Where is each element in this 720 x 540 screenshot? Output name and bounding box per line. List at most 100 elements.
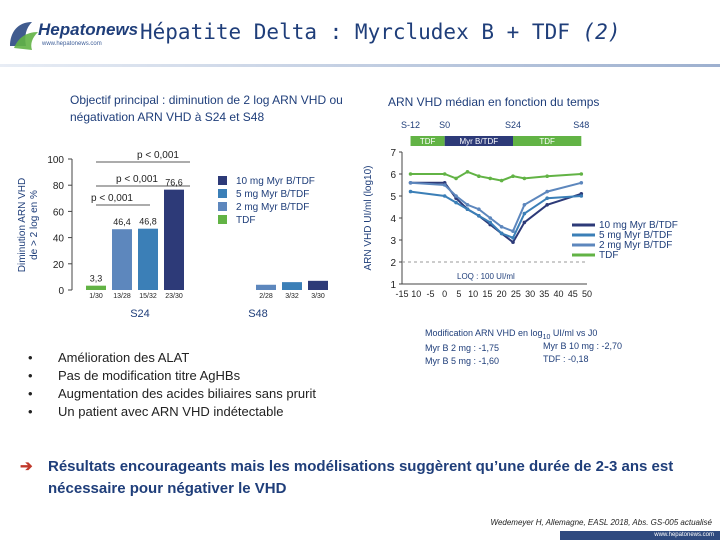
y-tick-label: 2: [390, 258, 396, 269]
legend-label: 2 mg Myr B/TDF: [236, 202, 309, 213]
series-point: [499, 225, 504, 229]
x-tick-label: 50: [582, 289, 592, 299]
bar-n-label: 3/32: [285, 293, 299, 300]
phase-bar-0: [410, 136, 445, 146]
modification-title: Modification ARN VHD en log10 UI/ml vs J…: [425, 328, 598, 341]
group-label-s24: S24: [130, 308, 150, 320]
bar-s24-0: [86, 285, 106, 290]
series-line-1: [410, 190, 582, 240]
series-point: [408, 181, 413, 185]
bar-s48-2: [282, 282, 302, 290]
y-tick-label: 4: [390, 214, 396, 225]
y-tick-label: 7: [390, 148, 396, 159]
right-chart-heading: ARN VHD médian en fonction du temps: [388, 95, 600, 109]
series-line-2: [410, 181, 582, 233]
list-item: Un patient avec ARN VHD indétectable: [28, 403, 316, 421]
series-point: [454, 176, 458, 181]
y-tick-label: 1: [390, 280, 396, 291]
legend-swatch: [218, 202, 227, 211]
bar-value-label: 46,4: [113, 217, 131, 227]
series-point: [488, 220, 493, 225]
series-point: [454, 200, 458, 205]
series-point: [545, 174, 549, 178]
phase-label: TDF: [420, 137, 436, 146]
phase-bar-2: [513, 136, 582, 146]
p-value-label: p < 0,001: [91, 193, 133, 204]
bar-s24-2: [138, 228, 158, 290]
legend-swatch: [218, 189, 227, 198]
series-line-0: [410, 181, 582, 244]
list-item: Pas de modification titre AgHBs: [28, 367, 316, 385]
legend-label: 5 mg Myr B/TDF: [599, 230, 672, 241]
logo-mark-icon: [10, 22, 38, 50]
legend-label: TDF: [599, 250, 618, 261]
bar-n-label: 15/32: [139, 293, 157, 300]
y-tick-label: 20: [53, 260, 65, 271]
y-tick-label: 100: [47, 155, 64, 166]
x-tick-label: 10: [468, 289, 478, 299]
series-point: [545, 189, 549, 194]
p-value-label: p < 0,001: [116, 174, 158, 185]
legend-label: 10 mg Myr B/TDF: [236, 176, 315, 187]
series-point: [442, 194, 447, 198]
series-point: [408, 189, 413, 194]
modification-item-10mg: Myr B 10 mg : -2,70: [543, 341, 623, 351]
x-tick-label: 15: [482, 289, 492, 299]
bar-n-label: 3/30: [311, 293, 325, 300]
y-tick-label: 3: [390, 236, 396, 247]
left-chart-heading: Objectif principal : diminution de 2 log…: [70, 93, 343, 124]
list-item: Augmentation des acides biliaires sans p…: [28, 385, 316, 403]
legend-swatch: [218, 176, 227, 185]
series-point: [442, 183, 447, 187]
x-tick-label: -15: [395, 289, 408, 299]
series-point: [511, 240, 515, 244]
series-point: [465, 207, 470, 211]
series-point: [545, 203, 549, 207]
loq-label: LOQ : 100 UI/ml: [457, 272, 515, 281]
series-point: [579, 181, 584, 185]
hepatonews-logo: [6, 14, 136, 56]
bar-ylabel-line1: Diminution ARN VHD: [17, 178, 28, 272]
series-point: [579, 194, 584, 198]
series-point: [511, 229, 515, 233]
timepoint-label: S48: [573, 120, 589, 130]
p-value-label: p < 0,001: [137, 150, 179, 161]
conclusion-text: Résultats encourageants mais les modélis…: [48, 458, 674, 497]
bar-n-label: 13/28: [113, 293, 131, 300]
series-point: [522, 220, 527, 225]
timepoint-label: S0: [439, 120, 450, 130]
arrow-right-icon: ➔: [20, 458, 33, 475]
x-tick-label: 20: [497, 289, 507, 299]
series-point: [522, 176, 527, 181]
y-tick-label: 6: [390, 170, 396, 181]
x-tick-label: 40: [554, 289, 564, 299]
series-point: [499, 231, 504, 236]
series-point: [465, 203, 470, 207]
reference-citation: Wedemeyer H, Allemagne, EASL 2018, Abs. …: [490, 518, 712, 527]
bar-chart: Diminution ARN VHDde > 2 log en % 0 20 40 6…: [17, 150, 328, 320]
series-point: [522, 203, 527, 207]
x-tick-label: 35: [539, 289, 549, 299]
footer-url: www.hepatonews.com: [654, 532, 714, 538]
legend-swatch: [218, 215, 227, 224]
series-point: [511, 236, 515, 240]
footer-bar: [560, 531, 720, 540]
page-title: Hépatite Delta : Myrcludex B + TDF (2): [140, 20, 621, 44]
series-point: [522, 211, 527, 216]
series-point: [545, 196, 549, 200]
bar-n-label: 1/30: [89, 293, 103, 300]
x-tick-label: 45: [568, 289, 578, 299]
bar-s24-3: [164, 189, 184, 290]
bar-s48-1: [256, 284, 276, 290]
group-label-s48: S48: [248, 308, 268, 320]
phase-bar-1: [444, 136, 513, 146]
series-point: [488, 216, 493, 220]
legend-label: 2 mg Myr B/TDF: [599, 240, 672, 251]
legend-label: 10 mg Myr B/TDF: [599, 220, 678, 231]
title-divider: [0, 64, 720, 67]
y-tick-label: 5: [390, 192, 396, 203]
y-tick-label: 40: [53, 234, 65, 245]
bar-n-label: 23/30: [165, 293, 183, 300]
brand-url: www.hepatonews.com: [42, 41, 102, 47]
series-point: [408, 172, 413, 176]
